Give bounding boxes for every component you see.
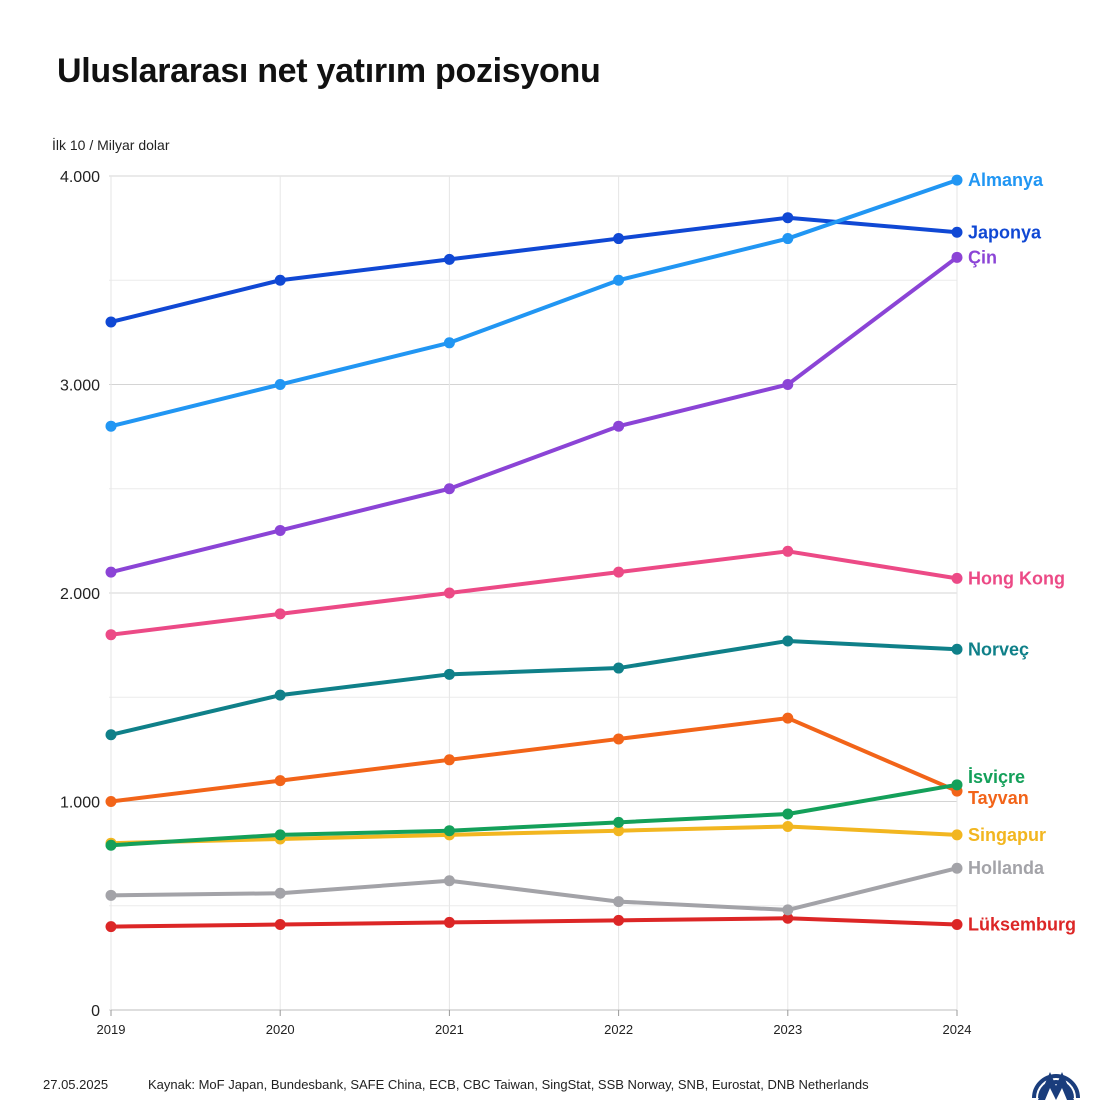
data-point (782, 712, 794, 724)
data-point (951, 919, 963, 931)
data-point (274, 524, 286, 536)
data-point (274, 829, 286, 841)
data-point (782, 912, 794, 924)
data-point (613, 733, 625, 745)
series-lines (105, 174, 963, 933)
aa-logo-icon (1032, 1072, 1080, 1100)
data-point (613, 816, 625, 828)
data-point (782, 821, 794, 833)
data-point (613, 914, 625, 926)
data-point (443, 754, 455, 766)
data-point (443, 916, 455, 928)
series-line (109, 916, 959, 929)
data-point (951, 829, 963, 841)
x-tick-label: 2022 (604, 1022, 633, 1037)
data-point (782, 904, 794, 916)
data-point (274, 608, 286, 620)
data-point (105, 839, 117, 851)
data-point (105, 316, 117, 328)
data-point (782, 233, 794, 245)
series-label: Lüksemburg (968, 915, 1076, 935)
x-tick-label: 2023 (773, 1022, 802, 1037)
series-label: Çin (968, 247, 997, 267)
series-line (109, 638, 959, 737)
series-label: Tayvan (968, 788, 1029, 808)
data-point (105, 420, 117, 432)
series-label: Norveç (968, 639, 1029, 659)
data-point (274, 689, 286, 701)
data-point (613, 896, 625, 908)
data-point (613, 420, 625, 432)
data-point (951, 251, 963, 263)
data-point (443, 483, 455, 495)
footer-date: 27.05.2025 (43, 1077, 109, 1092)
data-point (951, 643, 963, 655)
data-point (782, 545, 794, 557)
series-line (109, 255, 959, 575)
y-tick-label: 1.000 (60, 795, 100, 812)
y-tick-label: 4.000 (60, 169, 100, 186)
data-point (443, 587, 455, 599)
data-point (613, 825, 625, 837)
series-line (109, 178, 959, 429)
data-point (443, 825, 455, 837)
data-point (105, 796, 117, 807)
series-line (109, 824, 959, 846)
footer-source: Kaynak: MoF Japan, Bundesbank, SAFE Chin… (148, 1077, 869, 1092)
series-line (109, 215, 959, 324)
series-label: Hong Kong (968, 568, 1065, 588)
data-point (105, 921, 117, 933)
x-tick-label: 2019 (97, 1022, 126, 1037)
data-point (443, 253, 455, 265)
data-point (613, 566, 625, 578)
data-point (105, 889, 117, 901)
data-point (951, 779, 963, 791)
series-line (109, 782, 959, 848)
data-point (274, 887, 286, 899)
data-point (274, 274, 286, 286)
data-point (105, 629, 117, 641)
series-line (109, 866, 959, 912)
series-label: Singapur (968, 825, 1046, 845)
data-point (105, 729, 117, 741)
y-tick-label: 2.000 (60, 586, 100, 603)
x-tick-label: 2021 (435, 1022, 464, 1037)
data-point (443, 337, 455, 349)
series-label: İsviçre (968, 767, 1025, 787)
chart-title: Uluslararası net yatırım pozisyonu (57, 52, 601, 90)
x-tick-label: 2020 (266, 1022, 295, 1037)
data-point (951, 226, 963, 238)
data-point (274, 775, 286, 787)
series-line (109, 716, 959, 804)
y-tick-label: 0 (91, 1003, 100, 1020)
data-point (782, 212, 794, 224)
series-label: Japonya (968, 222, 1042, 242)
y-axis-unit-label: İlk 10 / Milyar dolar (52, 137, 170, 153)
data-point (274, 919, 286, 931)
data-point (951, 572, 963, 584)
data-point (613, 233, 625, 245)
series-label: Almanya (968, 170, 1044, 190)
series-labels: Almanya Japonya Çin Hong Kong Norveç İsviçreT… (968, 170, 1076, 934)
data-point (443, 875, 455, 887)
gridlines (109, 175, 958, 1011)
data-point (613, 274, 625, 286)
data-point (613, 662, 625, 674)
y-axis-ticks: 0 1.000 2.000 3.000 4.000 (60, 169, 100, 1020)
data-point (951, 174, 963, 186)
series-label: Hollanda (968, 858, 1045, 878)
data-point (782, 808, 794, 820)
data-point (782, 635, 794, 647)
data-point (951, 862, 963, 874)
x-tick-label: 2024 (943, 1022, 972, 1037)
data-point (782, 379, 794, 390)
y-tick-label: 3.000 (60, 378, 100, 395)
x-axis-ticks: 2019 2020 2021 2022 2023 2024 (97, 1010, 972, 1037)
data-point (105, 566, 117, 578)
series-line (109, 549, 959, 637)
data-point (443, 668, 455, 680)
data-point (274, 379, 286, 390)
